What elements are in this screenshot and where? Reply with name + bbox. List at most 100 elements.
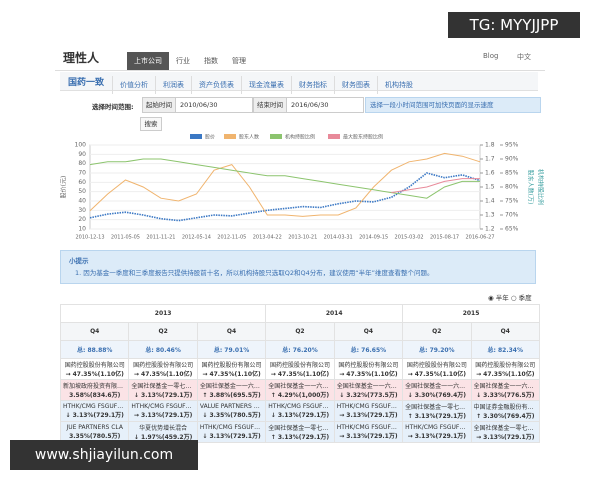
holder-name[interactable]: 国药控股股份有限公司 (64, 362, 125, 369)
holder-value: ↓ 3.32%(773.5万) (339, 392, 398, 399)
holder-name[interactable]: VALUE PARTNERS CLA (199, 403, 264, 410)
nav-tab[interactable]: 行业 (176, 57, 190, 65)
nav-tab[interactable]: 管理 (232, 57, 246, 65)
y2-axis-label: 股东人数(万) (527, 170, 535, 205)
holder-name[interactable]: 国药控股股份有限公司 (133, 362, 194, 369)
legend-swatch (270, 134, 282, 139)
y2-tick-label: 1.5 (485, 184, 495, 191)
holder-name[interactable]: 全国社保基金一一六组合 (268, 383, 332, 390)
legend-label: 机构持股比例 (285, 134, 315, 141)
holder-cell: 国药控股股份有限公司 → 47.35%(1.10亿) (59, 358, 130, 380)
stock-name: 国药一致 (68, 78, 105, 88)
holder-value: → 47.35%(1.10亿) (339, 371, 398, 378)
holder-value: → 47.35%(1.10亿) (407, 371, 467, 378)
end-input[interactable]: 2016/06/30 (286, 97, 364, 113)
x-tick-label: 2013-10-21 (288, 235, 317, 241)
holder-name[interactable]: 国药控股股份有限公司 (475, 362, 536, 369)
y2-tick-label: 1.2 (485, 226, 495, 233)
holder-name[interactable]: 中国证券金融股份有限公司 (473, 404, 537, 411)
legend-swatch (224, 134, 236, 139)
holder-cell: HTHK/CMG FSGUFF-C → 3.13%(729.1万) (333, 400, 404, 422)
x-tick-label: 2015-03-02 (395, 235, 424, 241)
total-row: 总: 88.88% 总: 80.46% 总: 79.01% 总: 76.20% 总: 7… (59, 340, 541, 359)
x-tick-label: 2013-04-22 (253, 235, 282, 241)
holder-value: ↓ 3.33%(776.5万) (476, 392, 535, 399)
start-input[interactable]: 2010/06/30 (175, 97, 253, 113)
holder-cell: 全国社保基金一一六组合 ↑ 4.29%(1,000万) (265, 379, 335, 401)
notice-title: 小提示 (69, 257, 89, 265)
holder-name[interactable]: HTHK/CMG FSGUFF-C (268, 403, 332, 410)
holder-name[interactable]: HTHK/CMG FSGUFF-C (336, 424, 401, 431)
holder-name[interactable]: 国药控股股份有限公司 (338, 362, 399, 369)
sub-tab[interactable]: 资产负债表 (191, 76, 241, 94)
year-cell: 2013 (59, 304, 267, 323)
y3-tick-label: 95% (505, 142, 519, 149)
year-cell: 2015 (402, 304, 540, 323)
sub-tab[interactable]: 财务指标 (291, 76, 334, 94)
holder-name[interactable]: 国药控股股份有限公司 (406, 362, 467, 369)
holder-name[interactable]: 全国社保基金一零七组合 (473, 425, 537, 432)
logo[interactable]: 理性人 (63, 51, 100, 65)
y-axis-label: 股价(元) (61, 176, 68, 199)
quarter-cell: Q4 (59, 322, 130, 341)
holder-name[interactable]: HTHK/CMG FSGUFF-C (131, 403, 195, 410)
holder-name[interactable]: 新加坡政府投资有限公司 (63, 383, 127, 390)
sub-tab[interactable]: 价值分析 (112, 76, 155, 94)
sub-tab[interactable]: 机构持股 (377, 76, 420, 94)
holder-cell: 全国社保基金一零七组合 ↑ 3.13%(729.1万) (402, 400, 472, 422)
y-tick-label: 40 (78, 198, 86, 205)
quarter-cell: Q4 (196, 322, 267, 341)
holder-name[interactable]: HTHK/CMG FSGUFF-C (63, 403, 127, 410)
sub-tabs: 价值分析 利润表 资产负债表 现金流量表 财务指标 财务图表 机构持股 (112, 72, 420, 94)
holder-cell: 国药控股股份有限公司 → 47.35%(1.10亿) (196, 358, 267, 380)
radio[interactable]: ○ 季度 (510, 294, 532, 302)
x-tick-label: 2015-08-17 (430, 235, 459, 241)
period-option[interactable]: 半年 (495, 294, 509, 302)
nav-tab[interactable]: 上市公司 (127, 52, 169, 70)
holder-name[interactable]: 全国社保基金一零七组合 (268, 425, 332, 432)
top-nav: 理性人 上市公司 行业 指数 管理 Blog 中文 (55, 44, 545, 71)
total-cell: 总: 79.20% (402, 340, 472, 359)
quarter-cell: Q4 (470, 322, 541, 341)
lang-link[interactable]: 中文 (517, 53, 531, 61)
holder-name[interactable]: JUE PARTNERS CLA (66, 424, 123, 431)
total-cell: 总: 88.88% (59, 340, 130, 359)
holder-value: 3.58%(834.6万) (69, 392, 121, 399)
sub-tab[interactable]: 利润表 (155, 76, 191, 94)
holder-name[interactable]: 全国社保基金一一六组合 (405, 383, 469, 390)
x-tick-label: 2010-12-13 (75, 235, 104, 241)
holder-name[interactable]: HTHK/CMG FSGUFF-C (199, 424, 264, 431)
series-line (89, 172, 481, 222)
holder-name[interactable]: 国药控股股份有限公司 (201, 362, 262, 369)
holder-name[interactable]: 国药控股股份有限公司 (269, 362, 330, 369)
y2-tick-label: 1.3 (485, 212, 495, 219)
holder-cell: HTHK/CMG FSGUFF-C → 3.13%(729.1万) (333, 421, 404, 443)
x-tick-label: 2011-05-05 (111, 235, 140, 241)
holder-name[interactable]: 华夏优势增长混合 (139, 425, 188, 432)
holder-name[interactable]: 全国社保基金一零七组合 (131, 383, 195, 390)
holder-value: ↓ 1.97%(459.2万) (133, 434, 193, 441)
nav-tab[interactable]: 指数 (204, 57, 218, 65)
holder-value: ↓ 3.35%(780.5万) (202, 412, 261, 419)
holder-name[interactable]: HTHK/CMG FSGUFF-C (336, 403, 401, 410)
blog-link[interactable]: Blog (483, 52, 499, 60)
holdings-table: 2013 2014 2015 Q4 Q2 Q4 Q2 Q4 Q2 Q4 总: 88.88% 总: 80… (59, 304, 541, 443)
y3-tick-label: 90% (505, 156, 519, 163)
holder-cell: 全国社保基金一一六组合 ↓ 3.30%(769.4万) (402, 379, 472, 401)
sub-tab[interactable]: 现金流量表 (241, 76, 291, 94)
holder-value: ↑ 4.29%(1,000万) (270, 392, 330, 399)
x-tick-label: 2012-05-14 (182, 235, 211, 241)
holder-name[interactable]: 全国社保基金一零七组合 (405, 404, 469, 411)
legend-label: 最大股东持股比例 (343, 134, 383, 141)
holder-name[interactable]: 全国社保基金一一六组合 (473, 383, 537, 390)
holder-cell: VALUE PARTNERS CLA ↓ 3.35%(780.5万) (196, 400, 267, 422)
holder-name[interactable]: 全国社保基金一一六组合 (336, 383, 401, 390)
holder-name[interactable]: 全国社保基金一一六组合 (199, 383, 264, 390)
holder-value: → 3.13%(729.1万) (339, 433, 398, 440)
search-button[interactable]: 搜索 (140, 117, 162, 131)
holder-value: ↓ 3.13%(729.1万) (270, 412, 330, 419)
radio[interactable]: ◉ 半年 (488, 294, 509, 302)
holder-name[interactable]: HTHK/CMG FSGUFF-C (405, 424, 469, 431)
sub-tab[interactable]: 财务图表 (334, 76, 377, 94)
period-option[interactable]: 季度 (518, 294, 532, 302)
